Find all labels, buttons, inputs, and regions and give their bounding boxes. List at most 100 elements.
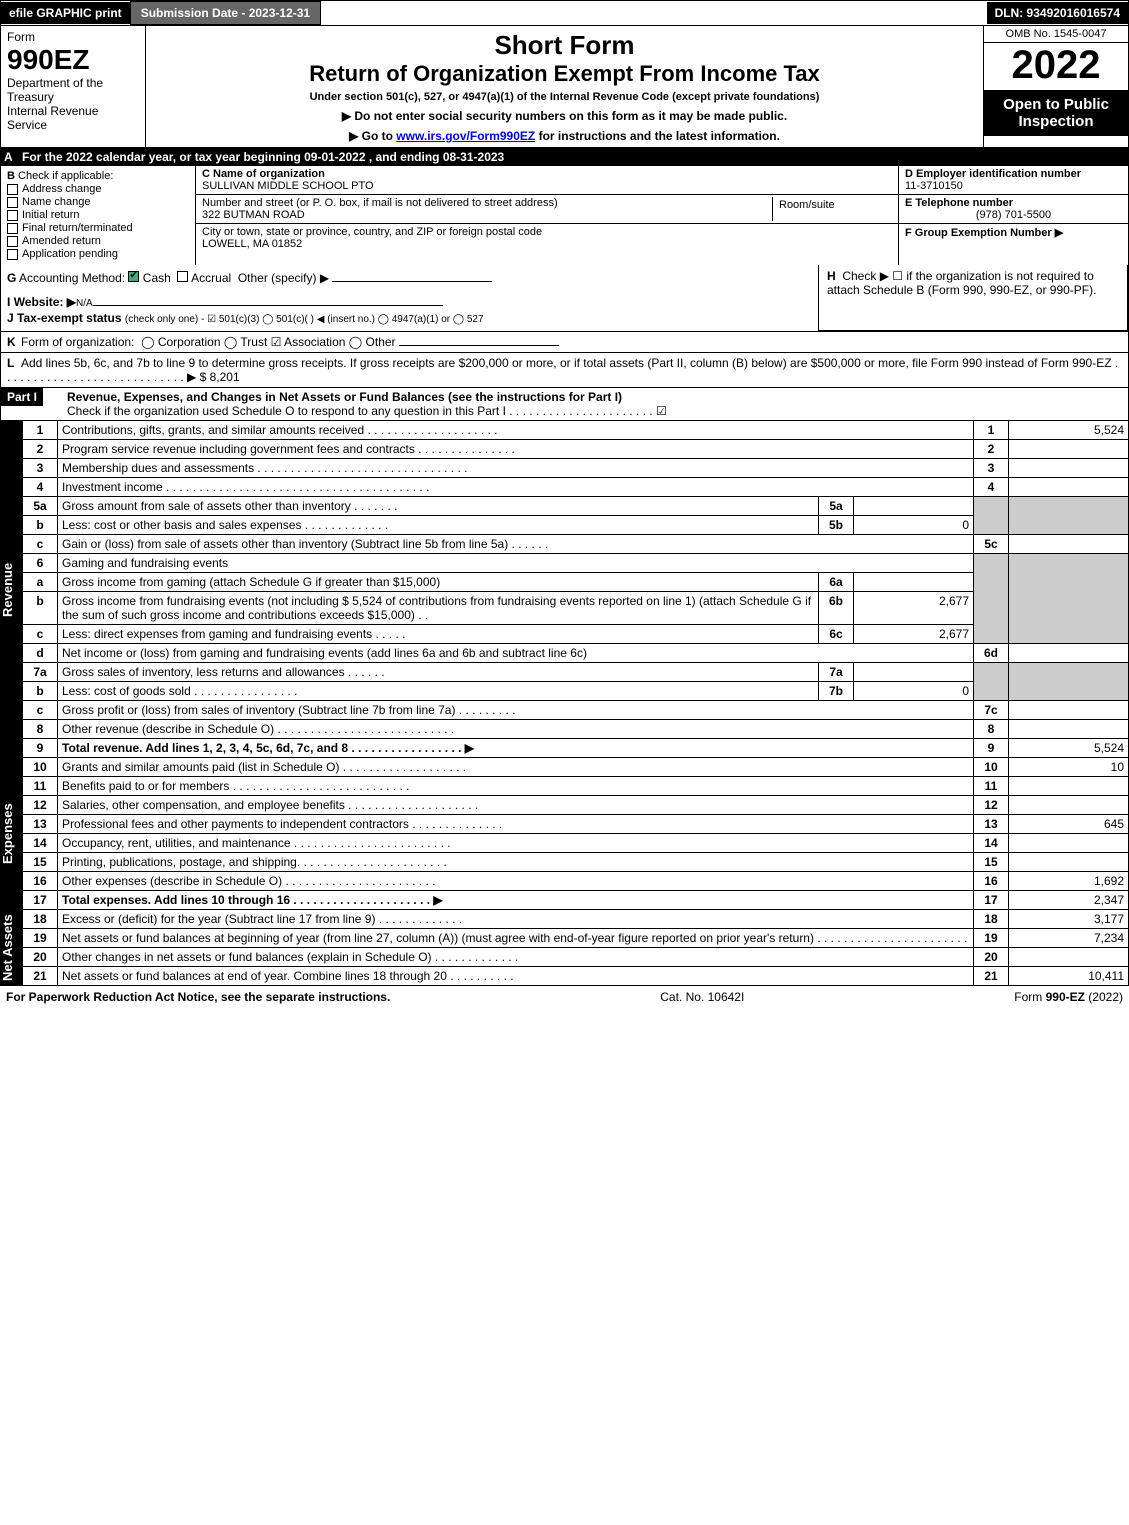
line-1: 1Contributions, gifts, grants, and simil… — [23, 421, 1129, 440]
chk-initial[interactable]: Initial return — [7, 209, 189, 221]
line-10: 10Grants and similar amounts paid (list … — [23, 758, 1129, 777]
revenue-label: Revenue — [0, 421, 22, 758]
chk-address[interactable]: Address change — [7, 183, 189, 195]
line-6a: aGross income from gaming (attach Schedu… — [23, 573, 1129, 592]
top-bar: efile GRAPHIC print Submission Date - 20… — [0, 0, 1129, 26]
part-i-label: Part I — [1, 388, 43, 406]
form-number: 990EZ — [7, 44, 139, 76]
chk-accrual[interactable] — [177, 271, 188, 282]
line-7c: cGross profit or (loss) from sales of in… — [23, 701, 1129, 720]
warning: ▶ Do not enter social security numbers o… — [150, 109, 979, 123]
letter-a: A — [4, 150, 22, 164]
line-11: 11Benefits paid to or for members . . . … — [23, 777, 1129, 796]
city: LOWELL, MA 01852 — [202, 238, 892, 250]
c-city-lbl: City or town, state or province, country… — [202, 226, 892, 238]
submission-date: Submission Date - 2023-12-31 — [130, 1, 321, 25]
col-b: B Check if applicable: Address change Na… — [1, 166, 196, 265]
line-13: 13Professional fees and other payments t… — [23, 815, 1129, 834]
c-street-lbl: Number and street (or P. O. box, if mail… — [202, 197, 772, 209]
line-4: 4Investment income . . . . . . . . . . .… — [23, 478, 1129, 497]
col-g: G Accounting Method: Cash Accrual Other … — [1, 265, 818, 331]
line-3: 3Membership dues and assessments . . . .… — [23, 459, 1129, 478]
goto-post: for instructions and the latest informat… — [535, 129, 780, 143]
row-a: A For the 2022 calendar year, or tax yea… — [0, 148, 1129, 166]
line-6c: cLess: direct expenses from gaming and f… — [23, 625, 1129, 644]
netassets-section: Net Assets 18Excess or (deficit) for the… — [0, 910, 1129, 986]
chk-final[interactable]: Final return/terminated — [7, 222, 189, 234]
line-9: 9Total revenue. Add lines 1, 2, 3, 4, 5c… — [23, 739, 1129, 758]
c-city: City or town, state or province, country… — [196, 224, 898, 252]
goto-pre: ▶ Go to — [349, 129, 396, 143]
short-form-title: Short Form — [150, 30, 979, 61]
line-19: 19Net assets or fund balances at beginni… — [23, 929, 1129, 948]
line-15: 15Printing, publications, postage, and s… — [23, 853, 1129, 872]
form-word: Form — [7, 30, 139, 44]
line-5a: 5aGross amount from sale of assets other… — [23, 497, 1129, 516]
under-section: Under section 501(c), 527, or 4947(a)(1)… — [150, 91, 979, 103]
omb: OMB No. 1545-0047 — [984, 26, 1128, 43]
chk-name[interactable]: Name change — [7, 196, 189, 208]
netassets-label: Net Assets — [0, 910, 22, 986]
l-text: Add lines 5b, 6c, and 7b to line 9 to de… — [7, 356, 1118, 384]
return-title: Return of Organization Exempt From Incom… — [150, 61, 979, 87]
revenue-table: 1Contributions, gifts, grants, and simil… — [22, 421, 1129, 758]
header-center: Short Form Return of Organization Exempt… — [146, 26, 983, 147]
tel: (978) 701-5500 — [905, 209, 1122, 221]
goto-link[interactable]: www.irs.gov/Form990EZ — [396, 129, 535, 143]
d-grp-lbl: F Group Exemption Number ▶ — [905, 227, 1063, 239]
g-label: Accounting Method: — [19, 271, 125, 285]
part-i-header: Part I Revenue, Expenses, and Changes in… — [0, 388, 1129, 421]
line-18: 18Excess or (deficit) for the year (Subt… — [23, 910, 1129, 929]
col-c: C Name of organization SULLIVAN MIDDLE S… — [196, 166, 898, 265]
col-h: H Check ▶ ☐ if the organization is not r… — [818, 265, 1128, 331]
chk-cash[interactable] — [128, 271, 139, 282]
section-bcd: B Check if applicable: Address change Na… — [0, 166, 1129, 265]
row-l: LAdd lines 5b, 6c, and 7b to line 9 to d… — [0, 353, 1129, 388]
goto-line: ▶ Go to www.irs.gov/Form990EZ for instru… — [150, 129, 979, 143]
header-left: Form 990EZ Department of the Treasury In… — [1, 26, 146, 147]
chk-amended[interactable]: Amended return — [7, 235, 189, 247]
line-6d: dNet income or (loss) from gaming and fu… — [23, 644, 1129, 663]
c-street: Number and street (or P. O. box, if mail… — [196, 195, 898, 224]
form-header: Form 990EZ Department of the Treasury In… — [0, 26, 1129, 148]
ein: 11-3710150 — [905, 180, 963, 192]
c-name: C Name of organization SULLIVAN MIDDLE S… — [196, 166, 898, 195]
d-ein: D Employer identification number 11-3710… — [899, 166, 1128, 195]
tax-year: 2022 — [984, 43, 1128, 88]
line-2: 2Program service revenue including gover… — [23, 440, 1129, 459]
header-right: OMB No. 1545-0047 2022 Open to Public In… — [983, 26, 1128, 147]
room-lbl: Room/suite — [772, 197, 892, 221]
org-name: SULLIVAN MIDDLE SCHOOL PTO — [202, 180, 892, 192]
dln: DLN: 93492016016574 — [987, 2, 1128, 24]
row-a-text: For the 2022 calendar year, or tax year … — [22, 150, 504, 164]
d-grp: F Group Exemption Number ▶ — [899, 224, 1128, 241]
website: N/A — [76, 298, 93, 309]
d-ein-lbl: D Employer identification number — [905, 168, 1081, 180]
line-7b: bLess: cost of goods sold . . . . . . . … — [23, 682, 1129, 701]
h-text: Check ▶ ☐ if the organization is not req… — [827, 269, 1096, 297]
footer-mid: Cat. No. 10642I — [660, 990, 744, 1004]
dept: Department of the Treasury Internal Reve… — [7, 76, 139, 132]
page-footer: For Paperwork Reduction Act Notice, see … — [0, 986, 1129, 1008]
line-8: 8Other revenue (describe in Schedule O) … — [23, 720, 1129, 739]
d-tel-lbl: E Telephone number — [905, 197, 1013, 209]
street: 322 BUTMAN ROAD — [202, 209, 772, 221]
open-public: Open to Public Inspection — [984, 90, 1128, 136]
k-label: Form of organization: — [21, 335, 134, 349]
c-name-lbl: C Name of organization — [202, 168, 892, 180]
col-d: D Employer identification number 11-3710… — [898, 166, 1128, 265]
line-12: 12Salaries, other compensation, and empl… — [23, 796, 1129, 815]
part-i-check: Check if the organization used Schedule … — [67, 404, 667, 418]
line-20: 20Other changes in net assets or fund ba… — [23, 948, 1129, 967]
footer-left: For Paperwork Reduction Act Notice, see … — [6, 990, 390, 1004]
line-6: 6Gaming and fundraising events — [23, 554, 1129, 573]
b-label: Check if applicable: — [18, 170, 113, 182]
i-label: Website: ▶ — [14, 295, 76, 309]
expenses-section: Expenses 10Grants and similar amounts pa… — [0, 758, 1129, 910]
d-tel: E Telephone number (978) 701-5500 — [899, 195, 1128, 224]
efile-label[interactable]: efile GRAPHIC print — [1, 2, 130, 24]
line-21: 21Net assets or fund balances at end of … — [23, 967, 1129, 986]
chk-pending[interactable]: Application pending — [7, 248, 189, 260]
j-rest: (check only one) - ☑ 501(c)(3) ◯ 501(c)(… — [125, 314, 484, 325]
expenses-label: Expenses — [0, 758, 22, 910]
